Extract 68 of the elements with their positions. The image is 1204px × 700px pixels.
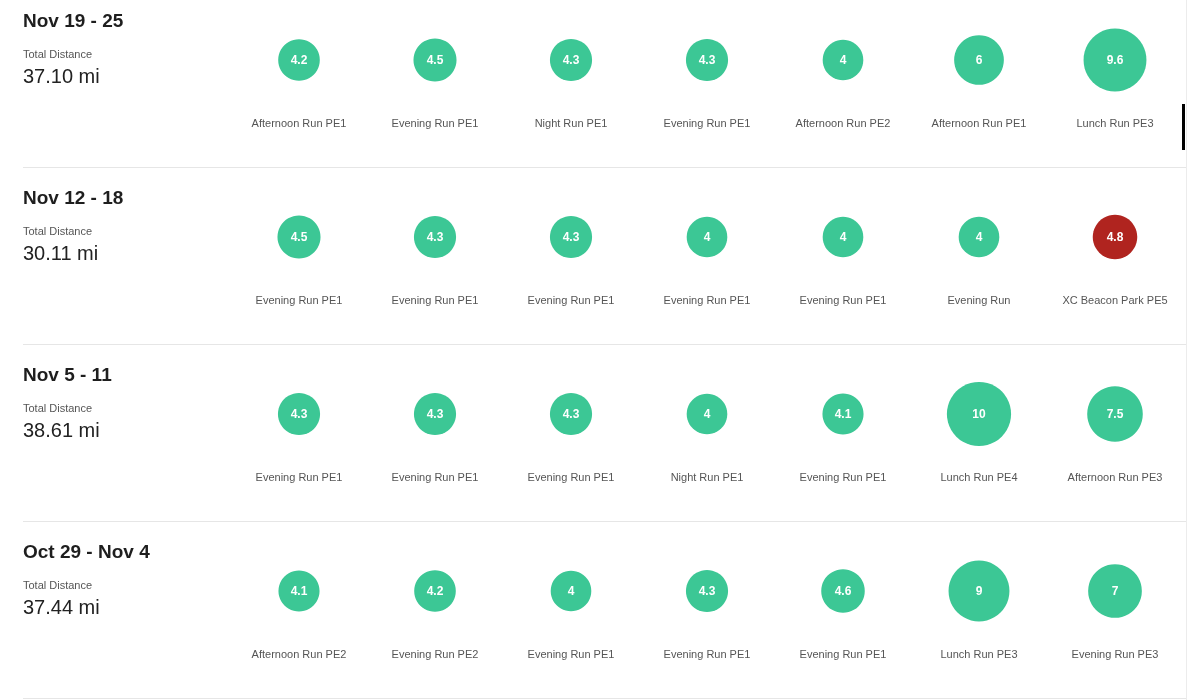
category-label: Evening Run PE1 <box>663 647 751 660</box>
data-label: 4.3 <box>426 407 444 421</box>
category-label: Lunch Run PE3 <box>940 647 1018 660</box>
category-label: Evening Run PE1 <box>799 470 887 483</box>
category-label: Evening Run PE3 <box>1071 647 1159 660</box>
data-label: 4.5 <box>290 230 308 244</box>
data-label: 4 <box>839 230 847 244</box>
category-label: Evening Run PE1 <box>799 293 887 306</box>
text: Nov 5 - 11 <box>23 363 113 385</box>
data-label: 4.3 <box>290 407 308 421</box>
text: Nov 19 - 25 <box>23 9 124 31</box>
category-label: Evening Run PE1 <box>527 470 615 483</box>
category-label: Lunch Run PE4 <box>940 470 1018 483</box>
data-label: 4.3 <box>562 230 580 244</box>
data-label: 4.2 <box>426 584 444 598</box>
category-label: Evening Run PE1 <box>391 293 479 306</box>
category-label: Evening Run PE1 <box>527 647 615 660</box>
category-label: Night Run PE1 <box>534 116 608 129</box>
data-label: 4.3 <box>562 53 580 67</box>
category-label: Night Run PE1 <box>670 470 744 483</box>
category-label: Evening Run PE1 <box>255 470 343 483</box>
category-label: Afternoon Run PE2 <box>251 647 347 660</box>
category-label: Evening Run PE1 <box>663 116 751 129</box>
category-label: Lunch Run PE3 <box>1076 116 1154 129</box>
data-label: 4 <box>567 584 575 598</box>
data-label: 9 <box>975 584 983 598</box>
category-label: Afternoon Run PE1 <box>251 116 347 129</box>
data-label: 4 <box>975 230 983 244</box>
category-label: Evening Run <box>947 293 1011 306</box>
text: Total Distance <box>23 48 93 60</box>
text: Total Distance <box>23 579 93 591</box>
category-label: Evening Run PE1 <box>255 293 343 306</box>
category-label: Afternoon Run PE3 <box>1067 470 1163 483</box>
text: 37.44 mi <box>23 596 100 618</box>
text: 38.61 mi <box>23 419 100 441</box>
data-label: 4.3 <box>698 53 716 67</box>
category-label: Evening Run PE1 <box>663 293 751 306</box>
text: 37.10 mi <box>23 65 100 87</box>
text: Total Distance <box>23 402 93 414</box>
data-label: 4.2 <box>290 53 308 67</box>
category-label: XC Beacon Park PE5 <box>1062 293 1168 306</box>
category-label: Evening Run PE2 <box>391 647 479 660</box>
data-label: 4.5 <box>426 53 444 67</box>
data-label: 4.3 <box>698 584 716 598</box>
data-label: 4.3 <box>426 230 444 244</box>
category-label: Evening Run PE1 <box>391 116 479 129</box>
data-label: 4 <box>703 230 711 244</box>
data-label: 6 <box>975 53 983 67</box>
data-label: 7.5 <box>1106 407 1124 421</box>
data-label: 4.1 <box>834 407 852 421</box>
data-label: 4.1 <box>290 584 308 598</box>
data-label: 4 <box>839 53 847 67</box>
data-label: 4 <box>703 407 711 421</box>
text: Total Distance <box>23 225 93 237</box>
data-label: 4.8 <box>1106 230 1124 244</box>
data-label: 9.6 <box>1106 53 1124 67</box>
text: Nov 12 - 18 <box>23 186 124 208</box>
data-label: 10 <box>972 407 986 421</box>
category-label: Evening Run PE1 <box>527 293 615 306</box>
text: Oct 29 - Nov 4 <box>23 540 151 562</box>
category-label: Afternoon Run PE1 <box>931 116 1027 129</box>
data-label: 7 <box>1111 584 1119 598</box>
category-label: Evening Run PE1 <box>799 647 887 660</box>
text: 30.11 mi <box>23 242 99 264</box>
data-label: 4.3 <box>562 407 580 421</box>
category-label: Afternoon Run PE2 <box>795 116 891 129</box>
category-label: Evening Run PE1 <box>391 470 479 483</box>
data-label: 4.6 <box>834 584 852 598</box>
